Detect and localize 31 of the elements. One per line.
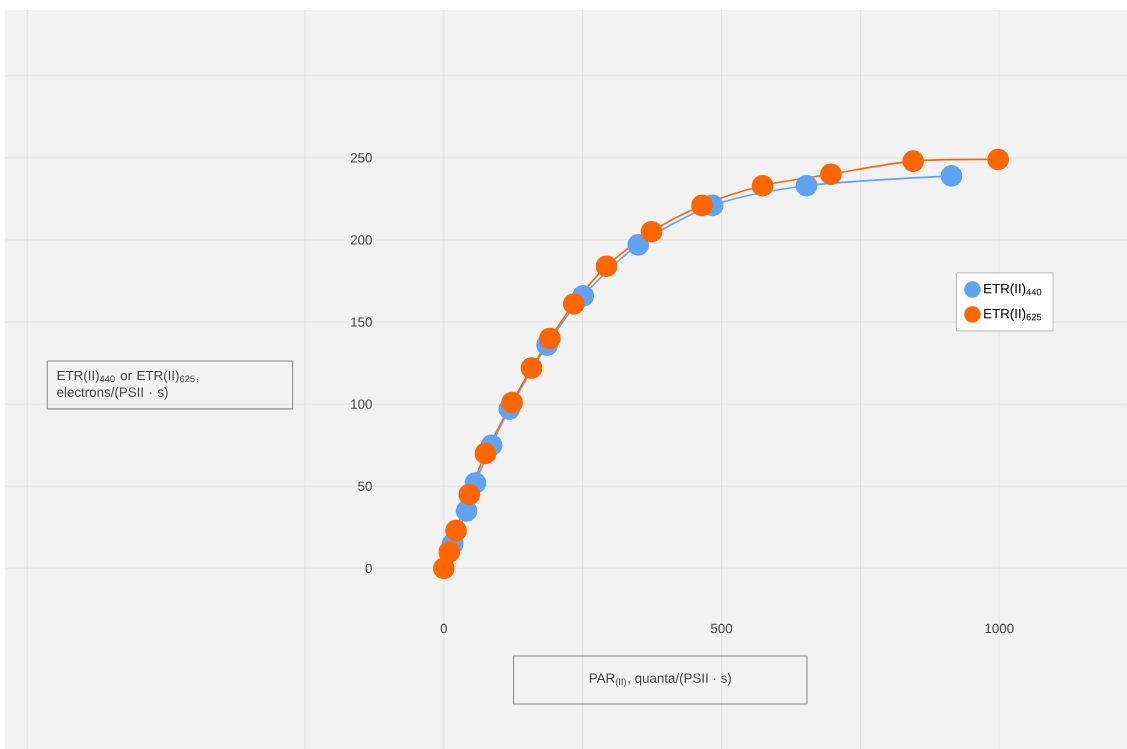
point: [902, 150, 924, 172]
legend-label: ETR(II)$_{440}$: [984, 283, 1042, 296]
point: [627, 234, 650, 256]
x-axis-title: PAR$_{(II)}$, quanta/(PSII · s): [589, 673, 731, 687]
y-tick-label: 100: [351, 399, 372, 409]
x-tick-label: 500: [710, 623, 733, 634]
point: [520, 357, 543, 379]
y-tick-label: 250: [350, 153, 372, 163]
text: ETR(II)$_{440}$ or ETR(II)$_{625}$, electrons/(PSII · s): [57, 370, 199, 400]
point: [751, 174, 774, 197]
point: [691, 194, 713, 217]
y-tick-label: 50: [358, 481, 372, 491]
point: [795, 174, 818, 197]
y-tick-label: 150: [351, 317, 372, 327]
point: [987, 148, 1009, 171]
point: [562, 293, 585, 315]
point: [474, 442, 497, 465]
point: [940, 165, 963, 187]
legend-label: ETR(II)$_{625}$: [984, 308, 1042, 321]
point: [438, 541, 461, 563]
point: [820, 163, 842, 186]
y-tick-label: 0: [365, 563, 372, 574]
point: [501, 391, 523, 414]
point: [595, 255, 618, 277]
y-tick-label: 200: [350, 235, 372, 245]
point: [458, 483, 481, 506]
point: [445, 519, 467, 542]
point: [640, 220, 663, 243]
x-tick-label: 0: [440, 623, 447, 634]
point: [539, 327, 561, 350]
x-tick-label: 1000: [985, 623, 1014, 634]
